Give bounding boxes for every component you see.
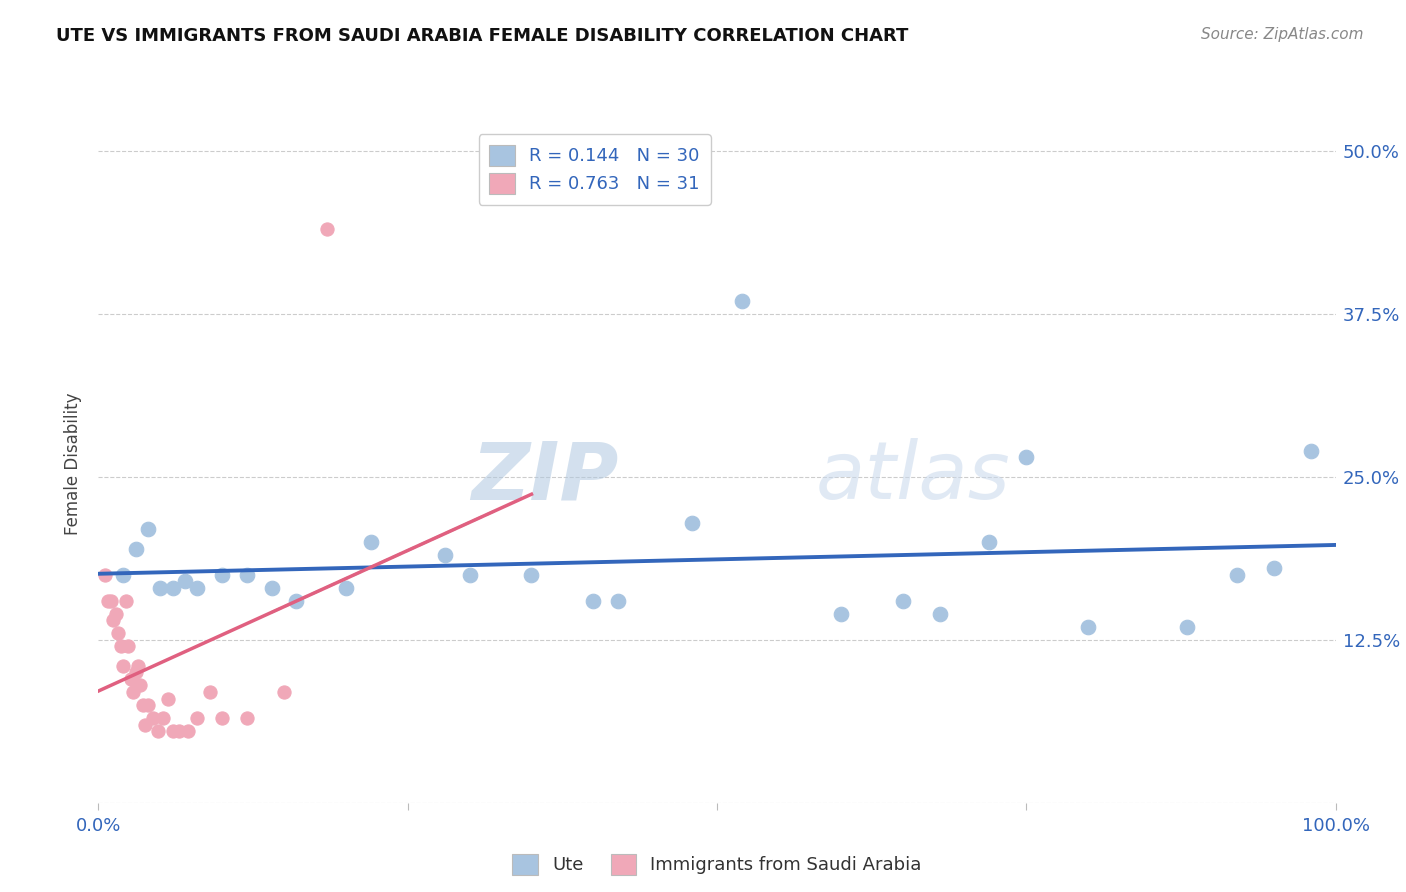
Point (124, 665, 146, 680)
Point (110, 640, 132, 654)
Point (114, 593, 136, 607)
Point (136, 522, 159, 536)
Point (134, 717, 156, 731)
Point (260, 581, 283, 595)
Point (167, 724, 190, 739)
Point (236, 711, 259, 725)
Point (979, 535, 1001, 549)
Point (1226, 567, 1249, 582)
Point (211, 711, 233, 725)
Point (107, 626, 129, 640)
Point (273, 685, 295, 699)
Point (97, 593, 120, 607)
Point (122, 685, 145, 699)
Point (176, 724, 198, 739)
Point (928, 607, 950, 621)
Point (132, 698, 155, 712)
Y-axis label: Female Disability: Female Disability (65, 392, 83, 535)
Point (136, 698, 159, 712)
Point (142, 711, 165, 725)
Point (1077, 620, 1099, 634)
Point (1175, 620, 1198, 634)
Point (830, 607, 852, 621)
Point (117, 640, 139, 654)
Point (891, 593, 914, 607)
Point (316, 222, 339, 236)
Point (127, 659, 149, 673)
Point (149, 581, 172, 595)
Point (458, 567, 481, 582)
Point (100, 593, 122, 607)
Point (360, 535, 382, 549)
Point (124, 541, 146, 556)
Point (1263, 561, 1285, 575)
Text: atlas: atlas (815, 438, 1011, 516)
Point (582, 593, 605, 607)
Text: Source: ZipAtlas.com: Source: ZipAtlas.com (1201, 27, 1364, 42)
Point (120, 672, 142, 686)
Point (211, 567, 233, 582)
Point (93, 567, 115, 582)
Text: ZIP: ZIP (471, 438, 619, 516)
Point (186, 581, 208, 595)
Point (112, 567, 135, 582)
Point (681, 516, 703, 530)
Point (146, 724, 169, 739)
Point (1015, 450, 1038, 465)
Point (174, 574, 197, 589)
Point (335, 581, 357, 595)
Point (156, 691, 179, 706)
Point (731, 293, 754, 308)
Point (162, 581, 184, 595)
Legend: Ute, Immigrants from Saudi Arabia: Ute, Immigrants from Saudi Arabia (505, 847, 929, 882)
Point (103, 613, 125, 627)
Text: UTE VS IMMIGRANTS FROM SAUDI ARABIA FEMALE DISABILITY CORRELATION CHART: UTE VS IMMIGRANTS FROM SAUDI ARABIA FEMA… (56, 27, 908, 45)
Point (236, 567, 259, 582)
Point (285, 593, 308, 607)
Point (129, 678, 152, 692)
Point (1299, 443, 1322, 458)
Point (162, 724, 184, 739)
Point (198, 685, 221, 699)
Point (433, 548, 456, 562)
Point (186, 711, 208, 725)
Point (152, 711, 174, 725)
Point (112, 659, 135, 673)
Point (104, 607, 127, 621)
Point (520, 567, 543, 582)
Point (607, 593, 630, 607)
